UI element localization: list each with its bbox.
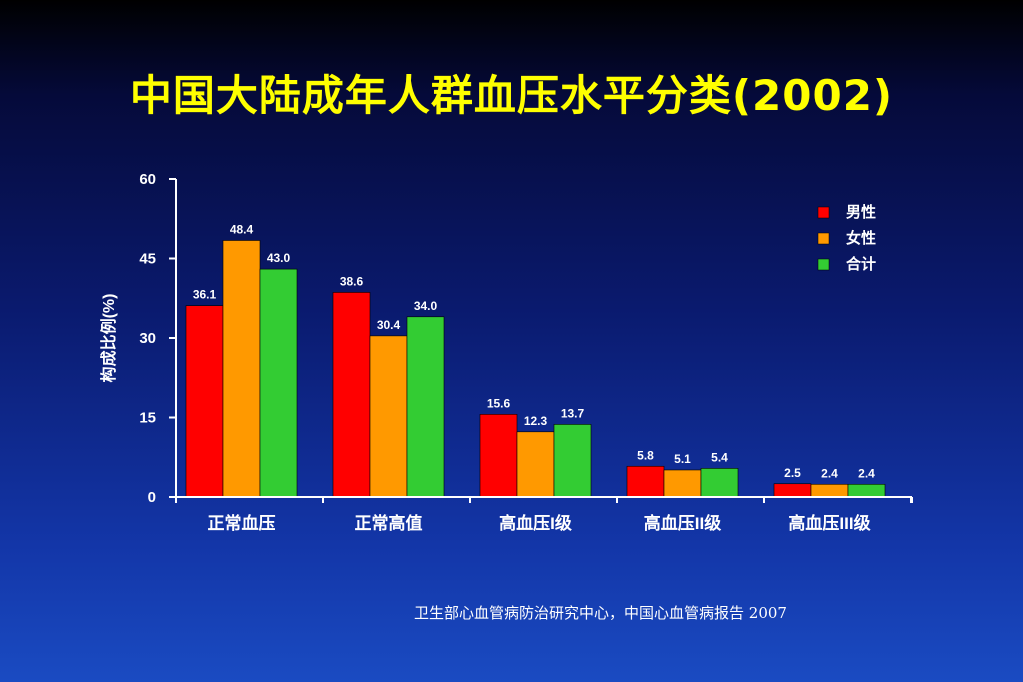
value-label: 5.8	[637, 448, 654, 462]
legend-label: 男性	[846, 203, 876, 221]
bars-layer	[185, 240, 886, 498]
bar-女性-高血压III级	[810, 483, 849, 498]
bar-合计-正常高值	[406, 316, 445, 498]
legend-swatch	[817, 206, 830, 219]
category-label: 正常高值	[355, 513, 423, 533]
category-label: 正常血压	[208, 513, 276, 533]
value-label: 38.6	[340, 274, 364, 288]
bar-男性-正常高值	[332, 292, 371, 498]
bar-chart: 36.1 48.4 43.0 38.6 30.4 34.0 15.6 12.3 13.7 5.8 5…	[99, 171, 913, 533]
legend-swatch	[817, 258, 830, 271]
category-label: 高血压II级	[644, 513, 721, 533]
value-label: 2.4	[821, 466, 838, 480]
value-label: 30.4	[377, 318, 401, 332]
value-label: 5.4	[711, 450, 728, 464]
y-tick-label: 15	[139, 410, 156, 427]
legend-label: 合计	[845, 255, 876, 273]
bar-合计-高血压I级	[553, 424, 592, 498]
value-label: 13.7	[561, 406, 585, 420]
value-label: 2.4	[858, 466, 875, 480]
y-axis-label: 构成比例(%)	[99, 294, 118, 383]
value-label: 34.0	[414, 299, 438, 313]
value-label: 12.3	[524, 414, 548, 428]
bar-合计-高血压II级	[700, 468, 739, 498]
category-label: 高血压I级	[499, 513, 572, 533]
y-tick-label: 60	[139, 171, 156, 188]
bar-男性-高血压III级	[773, 483, 812, 498]
value-label: 43.0	[267, 251, 291, 265]
y-tick-label: 45	[139, 251, 156, 268]
axis-layer: 正常血压 正常高值 高血压I级 高血压II级 高血压III级 0 15 30 45 60 构成比例(…	[99, 171, 913, 533]
category-label: 高血压III级	[788, 513, 870, 533]
slide-title: 中国大陆成年人群血压水平分类(2002)	[129, 71, 894, 120]
legend-label: 女性	[846, 229, 876, 247]
bar-男性-高血压II级	[626, 465, 665, 498]
bar-女性-高血压II级	[663, 469, 702, 498]
y-tick-label: 30	[139, 330, 156, 347]
bar-男性-正常血压	[185, 305, 224, 498]
bar-女性-高血压I级	[516, 431, 555, 498]
legend-swatch	[817, 232, 830, 245]
value-label: 48.4	[230, 222, 254, 236]
value-label: 36.1	[193, 288, 217, 302]
bar-女性-正常血压	[222, 240, 261, 498]
bar-男性-高血压I级	[479, 414, 518, 498]
bar-合计-高血压III级	[847, 483, 886, 498]
value-labels-layer: 36.1 48.4 43.0 38.6 30.4 34.0 15.6 12.3 13.7 5.8 5…	[193, 222, 875, 480]
bar-女性-正常高值	[369, 335, 408, 498]
source-note: 卫生部心血管病防治研究中心，中国心血管病报告 2007	[414, 604, 787, 622]
value-label: 2.5	[784, 466, 801, 480]
bar-合计-正常血压	[259, 268, 298, 498]
value-label: 15.6	[487, 396, 511, 410]
value-label: 5.1	[674, 452, 691, 466]
y-tick-label: 0	[148, 489, 156, 506]
